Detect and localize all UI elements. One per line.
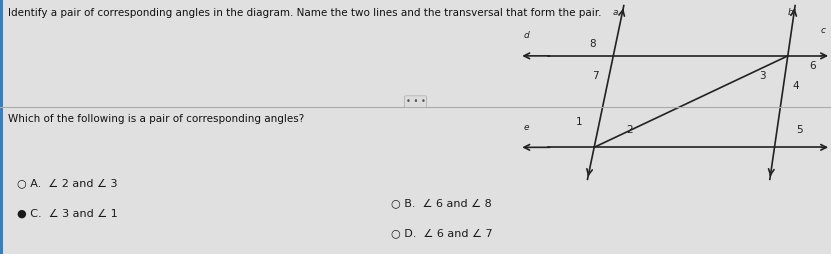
FancyBboxPatch shape [0, 0, 3, 254]
Text: ○ A.  ∠ 2 and ∠ 3: ○ A. ∠ 2 and ∠ 3 [17, 178, 117, 188]
Text: 1: 1 [576, 117, 583, 127]
Text: 5: 5 [796, 124, 803, 135]
Text: ● C.  ∠ 3 and ∠ 1: ● C. ∠ 3 and ∠ 1 [17, 208, 117, 218]
Text: 7: 7 [592, 71, 598, 81]
Text: ○ D.  ∠ 6 and ∠ 7: ○ D. ∠ 6 and ∠ 7 [391, 229, 492, 239]
Text: e: e [524, 122, 529, 132]
Text: d: d [524, 31, 529, 40]
Text: 8: 8 [589, 39, 596, 50]
Text: c: c [820, 26, 825, 35]
Text: Identify a pair of corresponding angles in the diagram. Name the two lines and t: Identify a pair of corresponding angles … [8, 8, 602, 18]
Text: 6: 6 [809, 61, 816, 71]
Text: Which of the following is a pair of corresponding angles?: Which of the following is a pair of corr… [8, 114, 304, 124]
Text: ○ B.  ∠ 6 and ∠ 8: ○ B. ∠ 6 and ∠ 8 [391, 198, 491, 208]
Text: 4: 4 [793, 81, 799, 91]
Text: 3: 3 [760, 71, 766, 81]
Text: b: b [788, 8, 793, 17]
Text: a: a [613, 8, 618, 17]
Text: 2: 2 [626, 124, 632, 135]
Text: • • •: • • • [406, 97, 425, 106]
